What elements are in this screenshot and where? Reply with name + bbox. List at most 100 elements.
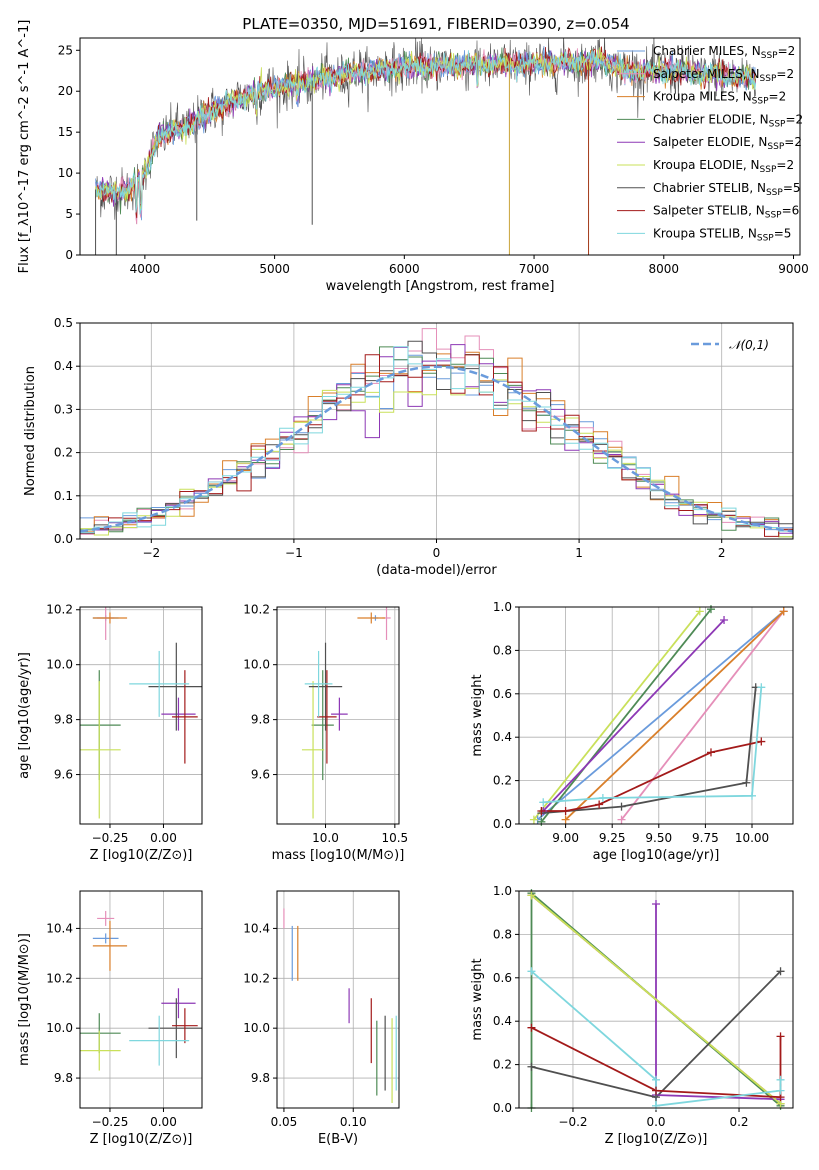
legend-label: Kroupa ELODIE, NSSP=2 bbox=[653, 158, 794, 175]
legend-nssp-eq: = bbox=[783, 181, 793, 195]
weight-marker-series-6 bbox=[776, 967, 785, 976]
legend-label: Kroupa MILES, NSSP=2 bbox=[653, 90, 786, 107]
y-tick-label: 0.2 bbox=[54, 446, 73, 460]
y-tick-label: 9.8 bbox=[54, 1071, 73, 1085]
legend-name: Salpeter STELIB bbox=[653, 204, 748, 218]
weight-line-series-4 bbox=[542, 619, 725, 812]
y-axis-label: mass weight bbox=[470, 674, 485, 756]
age_vs_Z-plot-area bbox=[80, 607, 202, 819]
weight-line-series-5 bbox=[530, 894, 782, 1105]
x-tick-label: 0.2 bbox=[729, 1115, 748, 1129]
legend-nssp-prefix: , N bbox=[752, 112, 769, 126]
x-tick-label: 6000 bbox=[389, 262, 420, 276]
y-tick-label: 10.2 bbox=[243, 603, 270, 617]
y-tick-label: 20 bbox=[58, 84, 73, 98]
axes-frame bbox=[518, 606, 794, 825]
y-tick-label: 0.0 bbox=[493, 817, 512, 831]
y-tick-label: 0.4 bbox=[54, 359, 73, 373]
x-tick-label: 1 bbox=[575, 546, 583, 560]
y-axis-label: mass [log10(M/M⊙)] bbox=[17, 933, 32, 1066]
x-tick-label: 0 bbox=[433, 546, 441, 560]
legend-nssp-eq: = bbox=[785, 112, 795, 126]
axes-frame bbox=[79, 606, 203, 825]
y-tick-label: 9.6 bbox=[251, 768, 270, 782]
mass_vs_EBV-panel: 0.05 0.10 9.8 10.0 10.2 10.4 E(B-V) bbox=[243, 890, 400, 1147]
weight-marker-series-8 bbox=[776, 1075, 785, 1084]
legend-label: Chabrier MILES, NSSP=2 bbox=[653, 44, 795, 61]
legend-nssp-sub: SSP bbox=[767, 142, 784, 152]
legend-nssp-value: 2 bbox=[794, 135, 802, 149]
y-tick-label: 10.0 bbox=[46, 658, 73, 672]
legend-nssp-prefix: , N bbox=[749, 181, 766, 195]
y-tick-label: 0.0 bbox=[54, 532, 73, 546]
x-axis-label: age [log10(age/yr)] bbox=[593, 848, 720, 863]
x-axis-label: (data-model)/error bbox=[376, 563, 497, 578]
figure-title: PLATE=0350, MJD=51691, FIBERID=0390, z=0… bbox=[242, 15, 629, 33]
mass_weight_vs_age-panel: 9.00 9.25 9.50 9.75 10.00 0.0 0.2 0.4 0.6 0.8 1.0 a… bbox=[470, 600, 794, 863]
x-axis-label: mass [log10(M/M⊙)] bbox=[272, 848, 405, 863]
x-axis-label: E(B-V) bbox=[318, 1132, 358, 1147]
y-tick-label: 15 bbox=[58, 125, 73, 139]
x-tick-label: 10.5 bbox=[381, 831, 408, 845]
y-tick-label: 9.8 bbox=[54, 713, 73, 727]
legend-nssp-sub: SSP bbox=[766, 188, 783, 198]
legend-name: Kroupa STELIB bbox=[653, 226, 740, 240]
legend-nssp-sub: SSP bbox=[760, 165, 777, 175]
legend-nssp-eq: = bbox=[776, 158, 786, 172]
y-tick-label: 10.0 bbox=[243, 1021, 270, 1035]
weight-marker-series-7 bbox=[561, 806, 570, 815]
y-tick-label: 9.8 bbox=[251, 1071, 270, 1085]
spectrum-panel: 4000 5000 6000 7000 8000 90000510152025wavele… bbox=[17, 20, 809, 294]
y-tick-label: 10 bbox=[58, 166, 73, 180]
weight-marker-series-5 bbox=[527, 891, 536, 900]
y-tick-label: 10.2 bbox=[46, 971, 73, 985]
x-tick-label: 4000 bbox=[130, 262, 161, 276]
legend-nssp-eq: = bbox=[774, 226, 784, 240]
legend-nssp-sub: SSP bbox=[760, 74, 777, 84]
legend-name: Chabrier ELODIE bbox=[653, 112, 752, 126]
legend-nssp-eq: = bbox=[784, 135, 794, 149]
weight-marker-series-8 bbox=[776, 1086, 785, 1095]
age_vs_mass-plot-area bbox=[301, 607, 391, 819]
weight-line-series-8 bbox=[543, 687, 763, 804]
x-tick-label: 8000 bbox=[649, 262, 680, 276]
mass_weight_vs_Z-plot-area bbox=[530, 891, 782, 1108]
y-tick-label: 0.2 bbox=[493, 1058, 512, 1072]
y-tick-label: 0.0 bbox=[493, 1101, 512, 1115]
mass_vs_Z-panel: −0.25 0.00 9.8 10.0 10.2 10.4 Z [log10(Z/Z⊙)] m… bbox=[17, 890, 203, 1147]
legend-name: Kroupa ELODIE bbox=[653, 158, 743, 172]
legend-label: Chabrier ELODIE, NSSP=2 bbox=[653, 112, 803, 129]
y-tick-label: 9.8 bbox=[251, 713, 270, 727]
x-tick-label: 9.00 bbox=[552, 831, 579, 845]
y-axis-label: Flux [f_λ10^-17 erg cm^-2 s^-1 A^-1] bbox=[17, 20, 32, 274]
axes-frame bbox=[79, 890, 203, 1109]
legend-nssp-sub: SSP bbox=[757, 233, 774, 243]
weight-line-series-5 bbox=[533, 610, 701, 821]
legend-nssp-prefix: , N bbox=[735, 90, 752, 104]
legend-nssp-prefix: , N bbox=[743, 67, 760, 81]
legend-name: Salpeter MILES bbox=[653, 67, 743, 81]
y-tick-label: 0.8 bbox=[493, 927, 512, 941]
axes-frame bbox=[79, 37, 801, 256]
legend-nssp-prefix: , N bbox=[743, 158, 760, 172]
x-axis-label: Z [log10(Z/Z⊙)] bbox=[90, 848, 193, 863]
weight-line-series-0 bbox=[537, 610, 785, 821]
y-axis-label: mass weight bbox=[470, 958, 485, 1040]
weight-line-series-3 bbox=[540, 608, 712, 823]
x-tick-label: 9000 bbox=[778, 262, 809, 276]
legend-label: 𝒩(0,1) bbox=[729, 338, 769, 352]
y-tick-label: 10.2 bbox=[243, 971, 270, 985]
y-tick-label: 25 bbox=[58, 43, 73, 57]
x-axis-label: wavelength [Angstrom, rest frame] bbox=[326, 279, 555, 294]
legend-name: Kroupa MILES bbox=[653, 90, 735, 104]
legend-nssp-value: 2 bbox=[786, 67, 794, 81]
age_vs_mass-panel: 10.0 10.5 9.6 9.8 10.0 10.2 mass [log10(M/M⊙)] bbox=[243, 603, 408, 863]
legend-nssp-sub: SSP bbox=[769, 119, 786, 129]
legend-name: Chabrier MILES bbox=[653, 44, 744, 58]
x-tick-label: 0.00 bbox=[150, 1115, 177, 1129]
legend-label: Salpeter STELIB, NSSP=6 bbox=[653, 204, 799, 221]
legend-name: Chabrier STELIB bbox=[653, 181, 749, 195]
x-tick-label: 9.50 bbox=[645, 831, 672, 845]
axes-frame bbox=[276, 890, 400, 1109]
